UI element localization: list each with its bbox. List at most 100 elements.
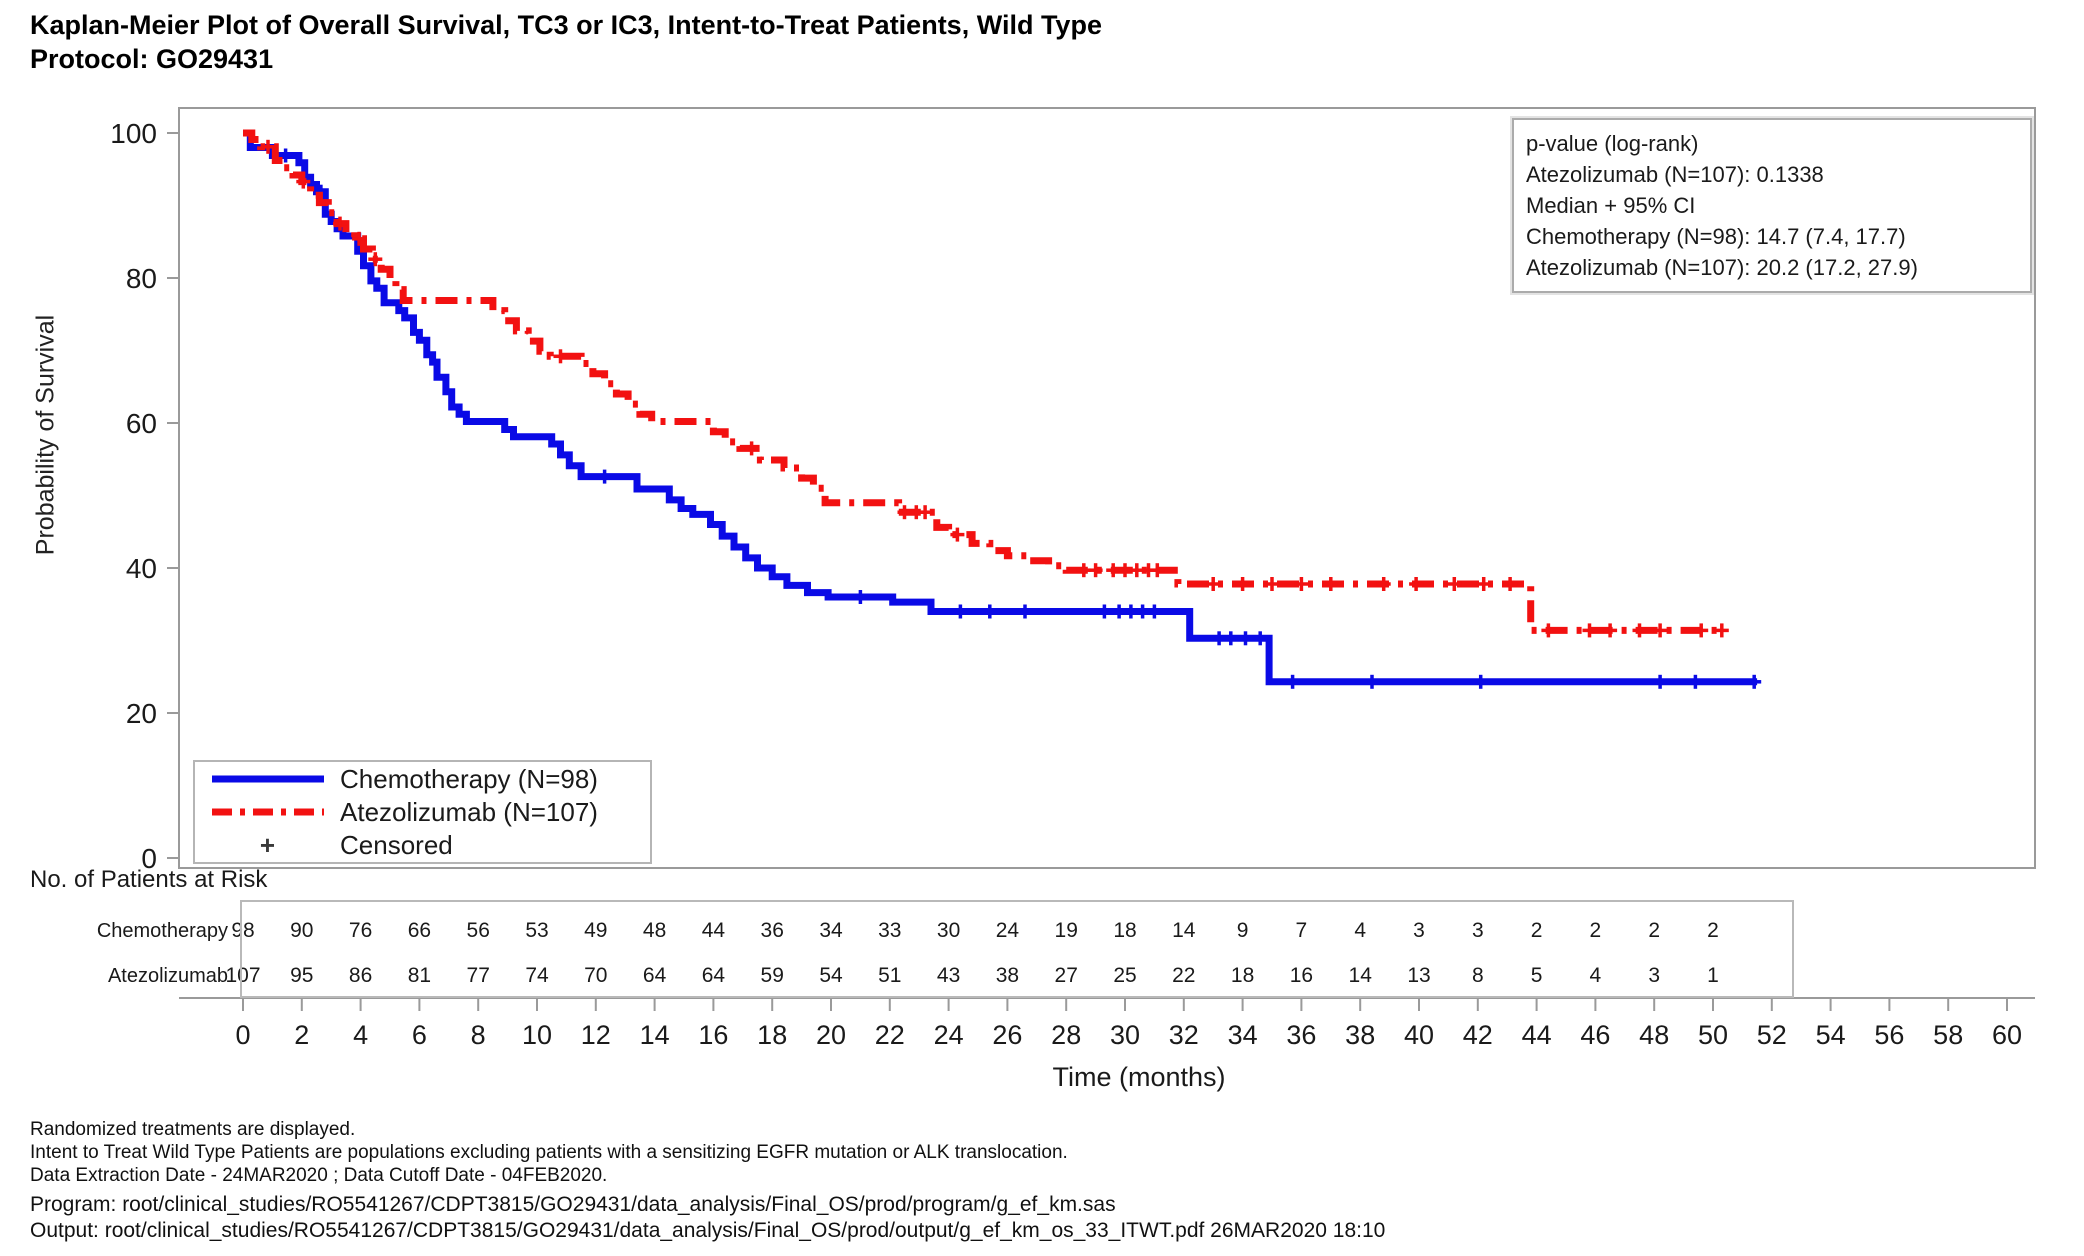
risk-value: 18 bbox=[1231, 964, 1254, 987]
km-curve-atezolizumab bbox=[243, 129, 1725, 634]
title-line-2: Protocol: GO29431 bbox=[30, 44, 274, 74]
x-tick-label: 50 bbox=[1698, 1020, 1728, 1050]
risk-value: 76 bbox=[349, 919, 372, 942]
risk-value: 90 bbox=[290, 919, 313, 942]
risk-value: 44 bbox=[702, 919, 726, 942]
risk-value: 2 bbox=[1707, 919, 1719, 942]
risk-value: 86 bbox=[349, 964, 372, 987]
x-tick-label: 6 bbox=[412, 1020, 427, 1050]
x-tick-label: 14 bbox=[640, 1020, 670, 1050]
risk-value: 30 bbox=[937, 919, 960, 942]
solid-line-icon bbox=[195, 774, 340, 784]
x-tick-label: 26 bbox=[992, 1020, 1022, 1050]
risk-row-label-chemotherapy: Chemotherapy bbox=[96, 920, 228, 942]
stats-line-median-atezo: Atezolizumab (N=107): 20.2 (17.2, 27.9) bbox=[1526, 255, 1918, 280]
footnote-dates: Data Extraction Date - 24MAR2020 ; Data … bbox=[30, 1165, 608, 1186]
y-tick-label: 40 bbox=[126, 553, 157, 584]
x-tick-label: 56 bbox=[1874, 1020, 1904, 1050]
x-tick-label: 44 bbox=[1522, 1020, 1552, 1050]
x-tick-label: 38 bbox=[1345, 1020, 1375, 1050]
risk-value: 5 bbox=[1531, 964, 1543, 987]
risk-value: 16 bbox=[1290, 964, 1313, 987]
footnote-output-path: Output: root/clinical_studies/RO5541267/… bbox=[30, 1219, 1386, 1242]
x-tick-label: 42 bbox=[1463, 1020, 1493, 1050]
risk-value: 2 bbox=[1531, 919, 1543, 942]
risk-value: 18 bbox=[1113, 919, 1136, 942]
risk-value: 2 bbox=[1590, 919, 1602, 942]
footnote-randomized: Randomized treatments are displayed. bbox=[30, 1119, 356, 1140]
risk-value: 8 bbox=[1472, 964, 1484, 987]
stats-line-pvalue: Atezolizumab (N=107): 0.1338 bbox=[1526, 162, 1824, 187]
risk-value: 66 bbox=[408, 919, 431, 942]
risk-value: 74 bbox=[525, 964, 549, 987]
x-tick-label: 58 bbox=[1933, 1020, 1963, 1050]
x-tick-label: 46 bbox=[1580, 1020, 1610, 1050]
legend-label: Chemotherapy (N=98) bbox=[340, 763, 598, 794]
risk-row-label-atezolizumab: Atezolizumab bbox=[107, 965, 228, 987]
x-tick-label: 16 bbox=[698, 1020, 728, 1050]
x-tick-label: 54 bbox=[1816, 1020, 1846, 1050]
risk-value: 2 bbox=[1648, 919, 1660, 942]
risk-value: 3 bbox=[1648, 964, 1660, 987]
risk-value: 77 bbox=[467, 964, 490, 987]
legend-label: Censored bbox=[340, 829, 453, 860]
risk-table-box bbox=[240, 900, 1794, 998]
x-tick-label: 40 bbox=[1404, 1020, 1434, 1050]
risk-value: 49 bbox=[584, 919, 607, 942]
risk-value: 70 bbox=[584, 964, 607, 987]
legend-item-atezolizumab: Atezolizumab (N=107) bbox=[195, 796, 650, 828]
title-line-1: Kaplan-Meier Plot of Overall Survival, T… bbox=[30, 10, 1102, 40]
risk-value: 3 bbox=[1413, 919, 1425, 942]
legend-label: Atezolizumab (N=107) bbox=[340, 796, 598, 827]
risk-value: 14 bbox=[1349, 964, 1373, 987]
y-tick-label: 0 bbox=[141, 843, 157, 874]
risk-value: 64 bbox=[702, 964, 726, 987]
x-tick-label: 4 bbox=[353, 1020, 368, 1050]
stats-line-pvalue-header: p-value (log-rank) bbox=[1526, 131, 1699, 156]
stats-line-median-chemo: Chemotherapy (N=98): 14.7 (7.4, 17.7) bbox=[1526, 224, 1906, 249]
y-tick-label: 60 bbox=[126, 408, 157, 439]
risk-value: 7 bbox=[1296, 919, 1308, 942]
x-axis-title: Time (months) bbox=[1052, 1062, 1226, 1092]
risk-value: 33 bbox=[878, 919, 901, 942]
risk-value: 14 bbox=[1172, 919, 1196, 942]
stats-box: p-value (log-rank) Atezolizumab (N=107):… bbox=[1512, 118, 2032, 293]
x-tick-label: 48 bbox=[1639, 1020, 1669, 1050]
x-tick-label: 22 bbox=[875, 1020, 905, 1050]
x-tick-label: 32 bbox=[1169, 1020, 1199, 1050]
x-tick-label: 0 bbox=[235, 1020, 250, 1050]
risk-value: 107 bbox=[225, 964, 260, 987]
risk-table-title: No. of Patients at Risk bbox=[30, 866, 268, 893]
x-tick-label: 12 bbox=[581, 1020, 611, 1050]
risk-value: 19 bbox=[1055, 919, 1078, 942]
risk-value: 38 bbox=[996, 964, 1019, 987]
legend-item-chemotherapy: Chemotherapy (N=98) bbox=[195, 763, 650, 795]
risk-value: 13 bbox=[1407, 964, 1430, 987]
risk-value: 1 bbox=[1707, 964, 1719, 987]
risk-value: 27 bbox=[1055, 964, 1078, 987]
risk-value: 98 bbox=[231, 919, 254, 942]
x-tick-label: 10 bbox=[522, 1020, 552, 1050]
risk-value: 36 bbox=[761, 919, 784, 942]
risk-value: 53 bbox=[525, 919, 548, 942]
x-tick-label: 34 bbox=[1228, 1020, 1258, 1050]
footnotes: Randomized treatments are displayed. Int… bbox=[30, 1118, 1385, 1244]
x-tick-label: 30 bbox=[1110, 1020, 1140, 1050]
page-title: Kaplan-Meier Plot of Overall Survival, T… bbox=[30, 8, 1102, 76]
risk-value: 54 bbox=[819, 964, 843, 987]
risk-value: 81 bbox=[408, 964, 431, 987]
footnote-itt-definition: Intent to Treat Wild Type Patients are p… bbox=[30, 1142, 1068, 1163]
risk-value: 95 bbox=[290, 964, 313, 987]
x-tick-label: 52 bbox=[1757, 1020, 1787, 1050]
risk-value: 4 bbox=[1354, 919, 1366, 942]
x-tick-label: 8 bbox=[471, 1020, 486, 1050]
legend-item-censored: + Censored bbox=[195, 829, 650, 861]
x-tick-label: 24 bbox=[934, 1020, 964, 1050]
stats-line-median-header: Median + 95% CI bbox=[1526, 193, 1696, 218]
x-tick-label: 18 bbox=[757, 1020, 787, 1050]
footnote-program-path: Program: root/clinical_studies/RO5541267… bbox=[30, 1193, 1116, 1216]
y-tick-label: 100 bbox=[110, 118, 157, 149]
y-tick-label: 80 bbox=[126, 263, 157, 294]
x-tick-label: 28 bbox=[1051, 1020, 1081, 1050]
